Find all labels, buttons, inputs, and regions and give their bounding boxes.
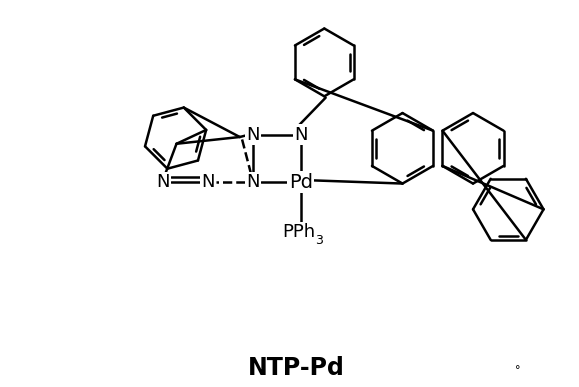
Text: 3: 3 (316, 234, 323, 247)
Text: N: N (201, 173, 215, 191)
Text: Pd: Pd (289, 173, 313, 192)
Text: N: N (294, 126, 307, 144)
Text: N: N (156, 173, 170, 191)
Text: N: N (247, 173, 260, 191)
Text: N: N (247, 126, 260, 144)
Text: PPh: PPh (282, 223, 315, 241)
Text: °: ° (515, 365, 521, 375)
Text: NTP-Pd: NTP-Pd (248, 356, 345, 380)
